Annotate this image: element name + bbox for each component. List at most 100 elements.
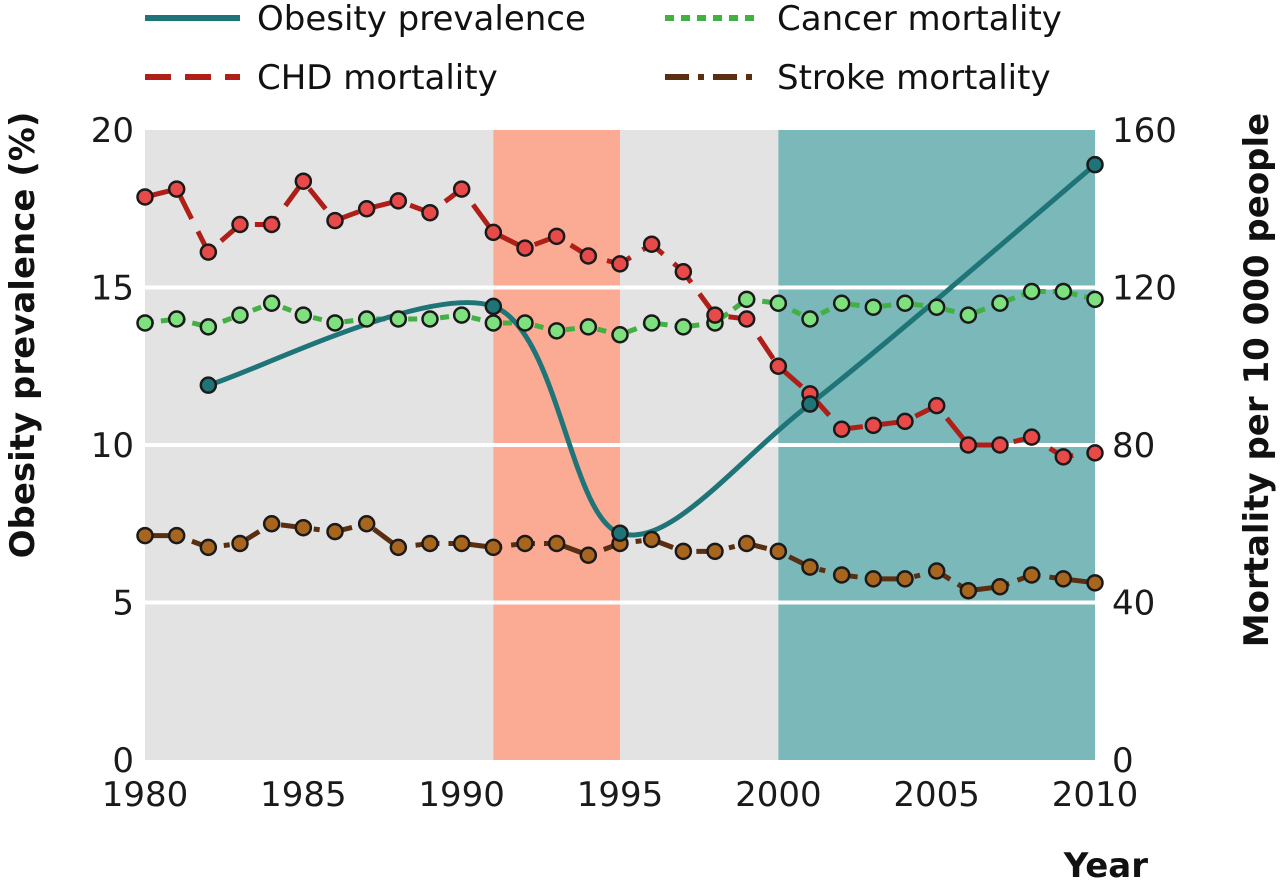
cancer-mortality-point — [991, 294, 1009, 312]
cancer-mortality-point — [959, 306, 978, 324]
cancer-mortality-point — [357, 310, 376, 328]
chd-mortality-point — [136, 188, 154, 206]
stroke-mortality-point — [199, 538, 218, 557]
cancer-mortality-point — [136, 314, 154, 332]
y-right-axis-ticks: 0 40 80 120 160 — [1112, 111, 1177, 781]
cancer-mortality-point — [927, 298, 946, 316]
chd-mortality-point — [1022, 428, 1041, 446]
chd-mortality-point — [611, 255, 629, 273]
chd-mortality-point — [959, 436, 978, 454]
cancer-mortality-point — [896, 294, 914, 312]
chd-mortality-point — [421, 203, 439, 222]
chd-mortality-point — [1086, 444, 1104, 462]
stroke-mortality-point — [927, 562, 946, 580]
stroke-mortality-point — [136, 526, 154, 545]
chd-mortality-point — [167, 180, 186, 198]
x-tick-label: 1990 — [418, 775, 505, 815]
chd-mortality-point — [991, 436, 1009, 454]
legend: Obesity prevalence Cancer mortality CHD mo… — [145, 0, 1062, 98]
chd-mortality-point — [199, 243, 218, 261]
chd-mortality-point — [452, 180, 471, 198]
cancer-mortality-point — [262, 294, 281, 312]
cancer-mortality-point — [832, 294, 851, 312]
stroke-mortality-point — [421, 534, 439, 553]
stroke-mortality-point — [516, 534, 534, 553]
x-axis-title: Year — [1063, 846, 1149, 881]
cancer-mortality-point — [1054, 282, 1073, 301]
gridlines — [145, 285, 1095, 605]
y-left-tick-label: 10 — [91, 426, 134, 466]
stroke-mortality-point — [167, 526, 186, 545]
stroke-mortality-point — [706, 542, 724, 561]
chd-mortality-point — [262, 215, 281, 234]
x-tick-label: 1995 — [577, 775, 664, 815]
cancer-mortality-point — [1022, 282, 1041, 301]
cancer-mortality-point — [484, 314, 503, 332]
cancer-mortality-legend-label: Cancer mortality — [777, 0, 1062, 39]
cancer-mortality-point — [674, 318, 693, 336]
stroke-mortality-point — [357, 515, 376, 533]
stroke-mortality-point — [801, 558, 819, 576]
cancer-mortality-point — [864, 298, 883, 316]
cancer-mortality-point — [516, 314, 534, 332]
cancer-mortality-point — [294, 306, 313, 324]
x-tick-label: 2000 — [735, 775, 822, 815]
chd-mortality-point — [547, 227, 566, 246]
stroke-mortality-legend-label: Stroke mortality — [777, 58, 1051, 98]
chd-mortality-point — [769, 357, 788, 375]
cancer-mortality-point — [326, 314, 344, 332]
chd-mortality-point — [674, 263, 693, 281]
y-left-tick-label: 15 — [91, 269, 134, 309]
chd-mortality-point — [706, 306, 724, 324]
stroke-mortality-point — [231, 534, 249, 553]
stroke-mortality-point — [832, 566, 851, 584]
cancer-mortality-point — [642, 314, 661, 332]
series-markers — [136, 155, 1104, 600]
cancer-mortality-point — [231, 306, 249, 324]
y-left-axis-title: Obesity prevalence (%) — [3, 112, 43, 559]
x-axis-ticks: 1980 1985 1990 1995 2000 2005 2010 — [102, 775, 1139, 815]
stroke-mortality-point — [579, 546, 598, 564]
stroke-mortality-point — [294, 518, 313, 537]
stroke-mortality-point — [484, 538, 503, 557]
stroke-mortality-point — [547, 534, 566, 553]
y-right-tick-label: 120 — [1112, 269, 1177, 309]
stroke-mortality-point — [452, 534, 471, 553]
y-right-tick-label: 80 — [1112, 426, 1155, 466]
chd-mortality-point — [864, 416, 883, 435]
stroke-mortality-point — [959, 581, 978, 600]
cancer-mortality-point — [801, 310, 819, 328]
x-tick-label: 2010 — [1052, 775, 1139, 815]
obesity-prevalence-point — [611, 524, 629, 542]
chd-mortality-point — [896, 412, 914, 431]
x-tick-label: 1985 — [260, 775, 347, 815]
stroke-mortality-point — [1086, 574, 1104, 592]
stroke-mortality-point — [1022, 566, 1041, 584]
stroke-mortality-point — [389, 538, 408, 557]
stroke-mortality-point — [864, 570, 883, 588]
chd-mortality-point — [927, 396, 946, 415]
y-right-tick-label: 40 — [1112, 584, 1155, 624]
cancer-mortality-point — [769, 294, 788, 312]
x-tick-label: 1980 — [102, 775, 189, 815]
stroke-mortality-point — [674, 542, 693, 561]
chd-mortality-point — [1054, 448, 1073, 466]
cancer-mortality-point — [611, 326, 629, 344]
chd-mortality-point — [484, 223, 503, 242]
stroke-mortality-point — [1054, 570, 1073, 588]
obesity-prevalence-point — [1086, 155, 1104, 174]
obesity-prevalence-legend-label: Obesity prevalence — [257, 0, 586, 39]
obesity-prevalence-point — [484, 297, 503, 316]
y-right-tick-label: 0 — [1112, 741, 1134, 781]
stroke-mortality-point — [642, 530, 661, 549]
cancer-mortality-point — [579, 318, 598, 336]
y-left-tick-label: 5 — [112, 584, 134, 624]
stroke-mortality-point — [896, 570, 914, 588]
stroke-mortality-point — [769, 542, 788, 561]
stroke-mortality-point — [737, 534, 756, 553]
chd-mortality-point — [357, 200, 376, 218]
obesity-prevalence-point — [199, 376, 218, 394]
cancer-mortality-point — [452, 306, 471, 324]
y-left-tick-label: 0 — [112, 741, 134, 781]
